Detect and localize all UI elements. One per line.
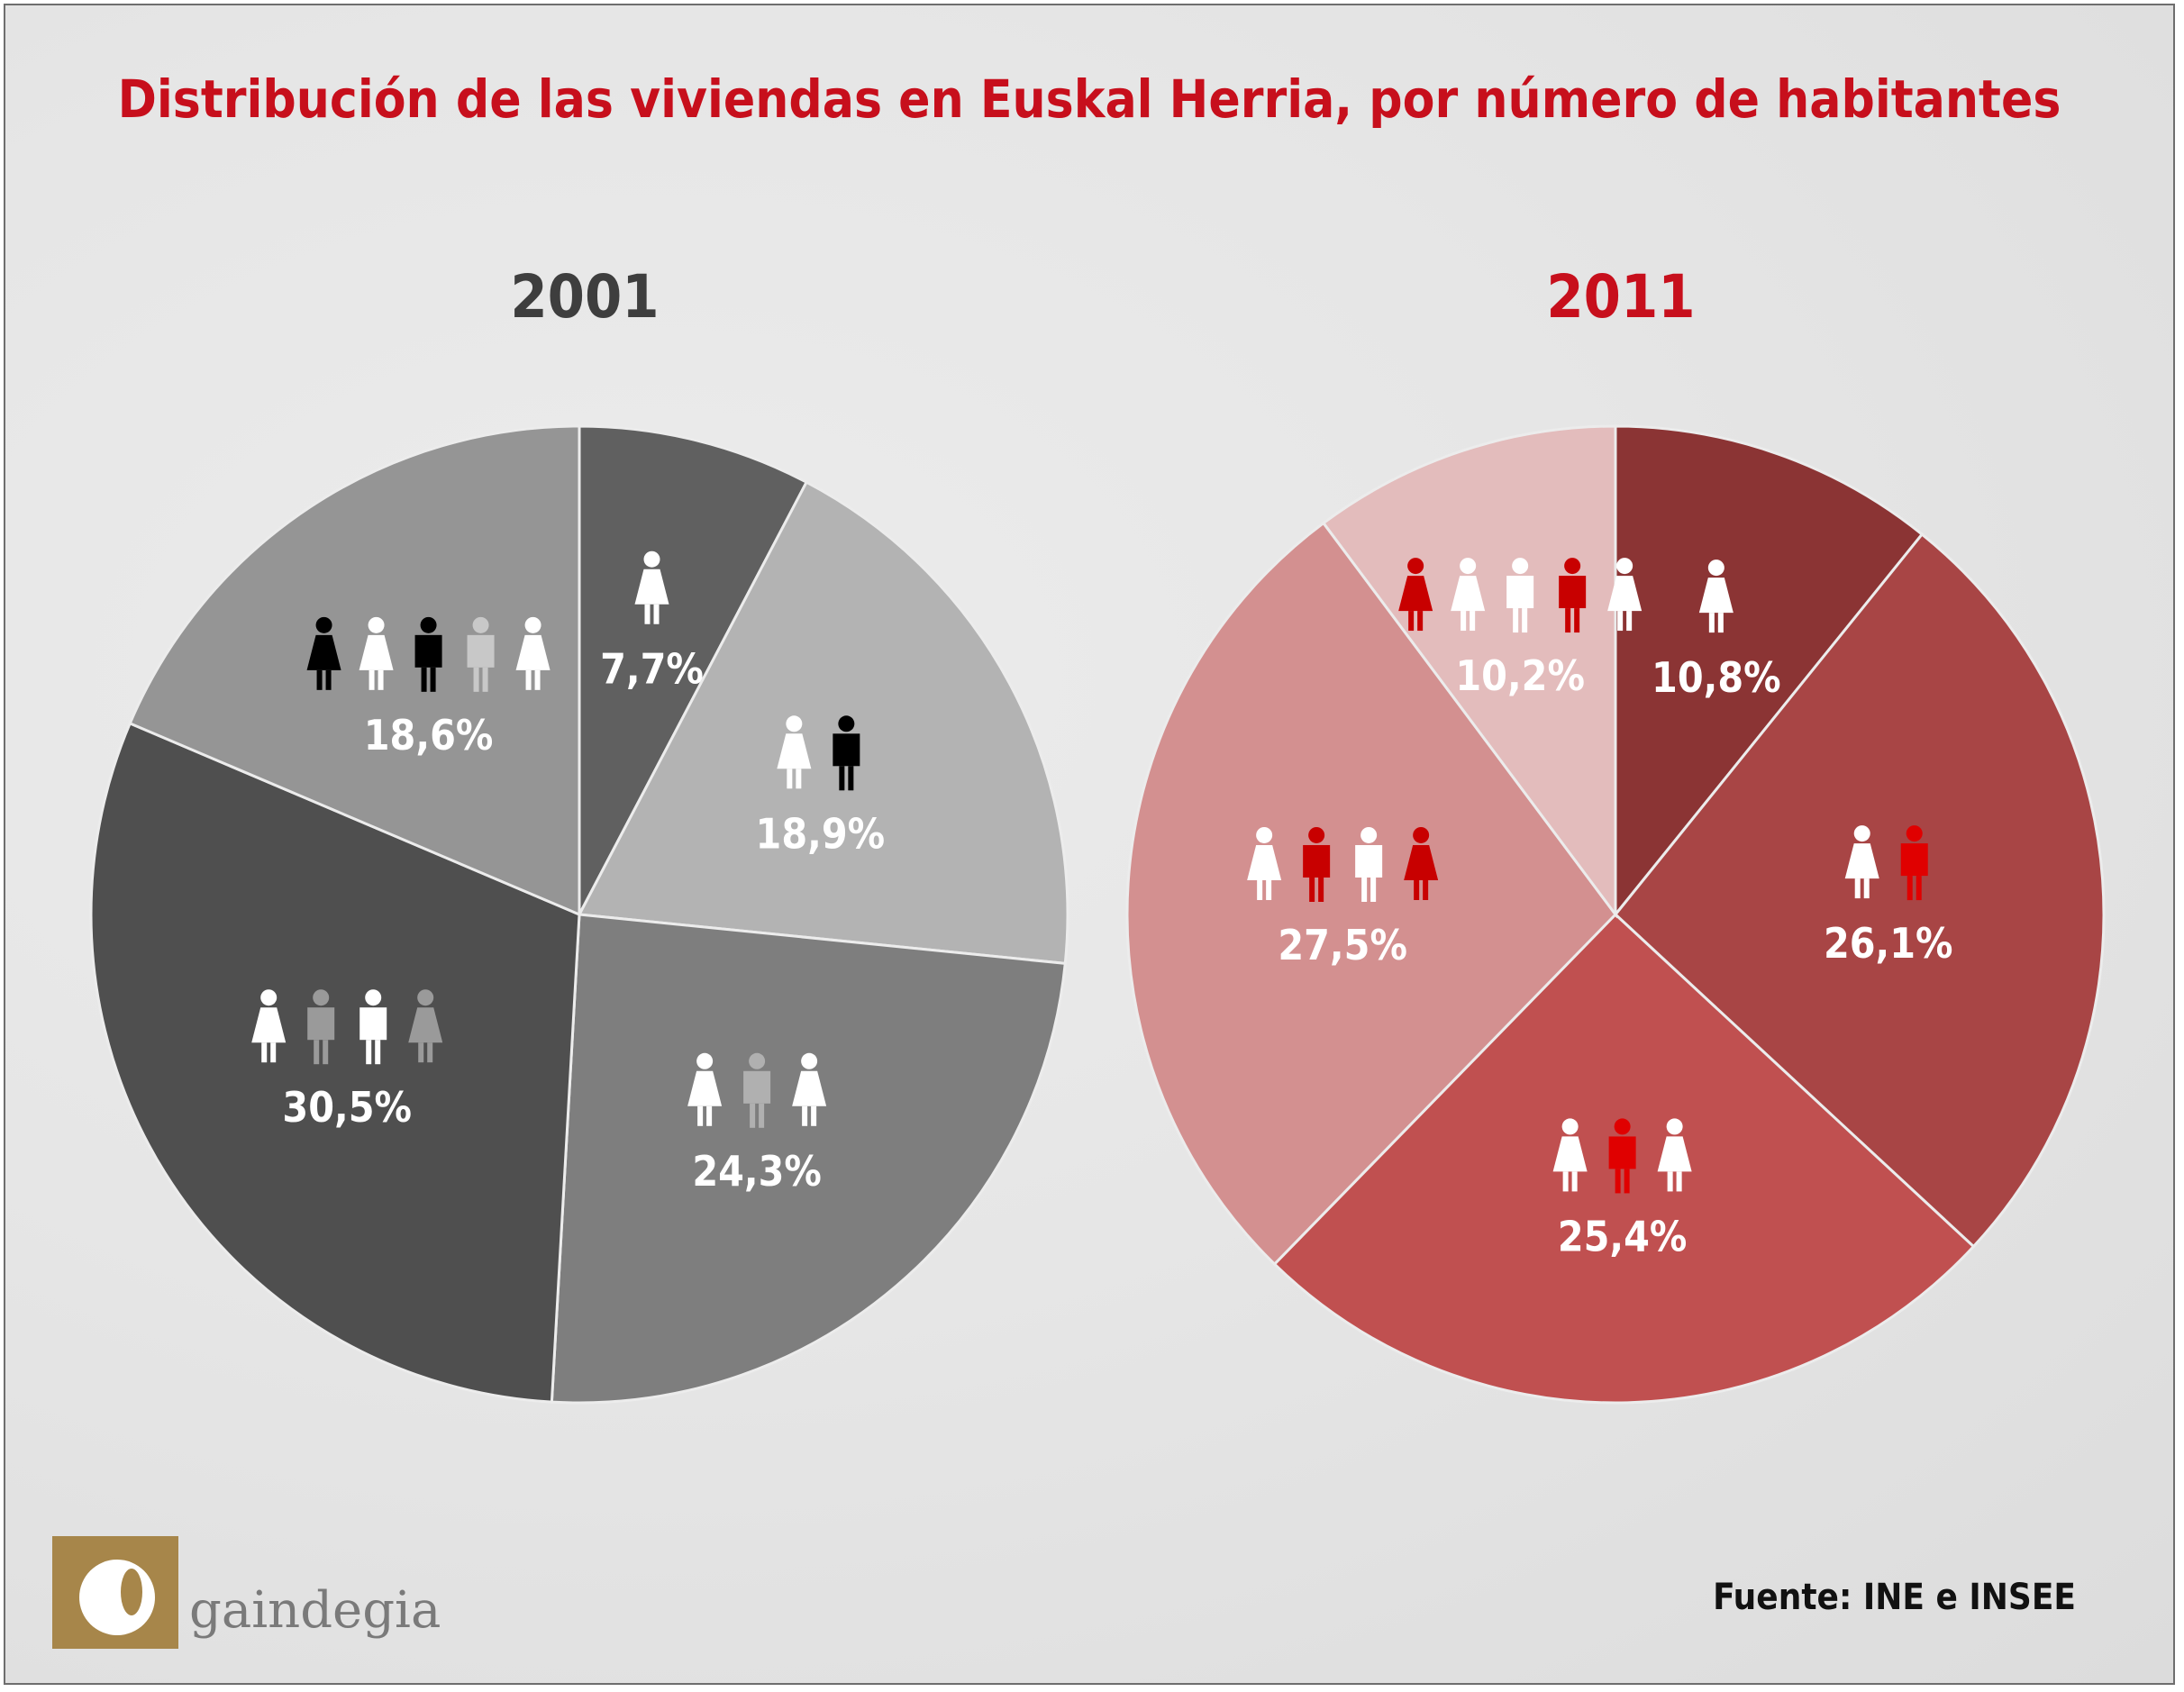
source-note: Fuente: INE e INSEE [1713, 1577, 2076, 1618]
pie-2011-slice-3-person-icon-2 [1355, 826, 1383, 902]
pie-2011: 10,8% 26,1% 25,4% 27,5% 10,2% [1125, 424, 2106, 1405]
pie-2011-slice-4-person-icon-0 [1398, 558, 1433, 632]
pie-2011-slice-3-person-icon-0 [1247, 826, 1282, 900]
pie-2001-slice-1-person-icon-1 [833, 715, 860, 791]
pie-2001-title: 2001 [510, 262, 660, 332]
pie-2011-slice-2-person-icon-1 [1608, 1118, 1636, 1194]
pie-2001-slice-0-label: 7,7% [600, 645, 704, 694]
pie-2001-slice-2-person-icon-2 [792, 1052, 827, 1126]
pie-2001-slice-4-person-icon-4 [515, 616, 551, 690]
pie-2011-slice-4-person-icon-4 [1607, 558, 1643, 632]
pie-2011-slice-2-person-icon-0 [1552, 1118, 1588, 1192]
pie-2001-slice-3-person-icon-0 [251, 989, 287, 1063]
pie-2011-slice-4-person-icon-1 [1451, 558, 1486, 632]
gaindegia-logo [52, 1536, 178, 1649]
pie-2001-slice-2-person-icon-1 [743, 1052, 771, 1128]
pie-2001-slice-0-person-icon-0 [634, 550, 669, 624]
pie-2011-slice-0-label: 10,8% [1652, 653, 1781, 702]
pie-2011-slice-1-person-icon-0 [1844, 825, 1879, 899]
pie-2001-slice-2 [550, 913, 1067, 1405]
pie-2001-slice-4 [128, 424, 581, 917]
pie-2011-slice-2-person-icon-2 [1657, 1118, 1692, 1192]
pie-2011-title: 2011 [1546, 262, 1696, 332]
pie-2001-slice-3-person-icon-1 [307, 989, 335, 1065]
logo-circle [79, 1560, 155, 1635]
pie-2011-slice-4-person-icon-3 [1559, 558, 1587, 633]
pie-2011-slice-3-label: 27,5% [1278, 921, 1407, 969]
pie-2011-slice-4-label: 10,2% [1455, 651, 1585, 700]
pie-2001: 7,7% 18,9% 24,3% 30,5% 18,6% [89, 424, 1069, 1405]
pie-2011-slice-4 [1321, 424, 1617, 919]
pie-2011-slice-3-person-icon-1 [1303, 826, 1331, 902]
pie-2001-slice-2-label: 24,3% [692, 1147, 822, 1196]
pie-2001-slice-4-person-icon-0 [306, 616, 341, 690]
pie-2001-slice-2-person-icon-0 [687, 1052, 723, 1126]
pie-2001-slice-1-label: 18,9% [756, 809, 886, 858]
pie-2011-slice-0-person-icon-0 [1698, 559, 1734, 633]
logo-text: gaindegia [189, 1581, 441, 1640]
pie-2001-slice-4-person-icon-1 [359, 616, 394, 690]
pie-2001-slice-3 [89, 721, 581, 1404]
pie-2001-slice-3-person-icon-2 [359, 989, 387, 1065]
pie-2011-slice-1-person-icon-1 [1900, 825, 1928, 901]
pie-2001-slice-1-person-icon-0 [777, 715, 812, 789]
pie-2001-slice-4-person-icon-3 [467, 616, 495, 692]
pie-2001-slice-4-person-icon-2 [414, 616, 442, 692]
logo-eye [121, 1569, 142, 1615]
pie-2011-slice-3-person-icon-3 [1404, 826, 1439, 900]
pie-2001-slice-3-label: 30,5% [282, 1083, 412, 1132]
pie-2001-slice-0 [578, 424, 809, 915]
pie-2011-slice-1-label: 26,1% [1824, 919, 1953, 968]
pie-2011-slice-2-label: 25,4% [1558, 1212, 1688, 1260]
pie-2011-slice-0 [1614, 424, 1925, 919]
pie-2001-slice-4-label: 18,6% [364, 711, 494, 760]
pie-2011-slice-4-person-icon-2 [1506, 558, 1534, 633]
pie-2001-slice-1 [577, 480, 1069, 966]
pie-2001-slice-3-person-icon-3 [408, 989, 443, 1063]
chart-title: Distribución de las viviendas en Euskal … [117, 68, 2061, 130]
